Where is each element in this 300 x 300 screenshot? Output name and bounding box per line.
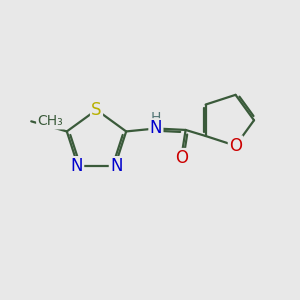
Text: O: O [175, 149, 188, 167]
Text: CH₃: CH₃ [37, 114, 63, 128]
Text: N: N [70, 157, 83, 175]
Text: N: N [110, 157, 123, 175]
Text: S: S [91, 101, 102, 119]
Text: H: H [151, 111, 161, 125]
Text: N: N [150, 119, 162, 137]
Text: O: O [229, 137, 242, 155]
